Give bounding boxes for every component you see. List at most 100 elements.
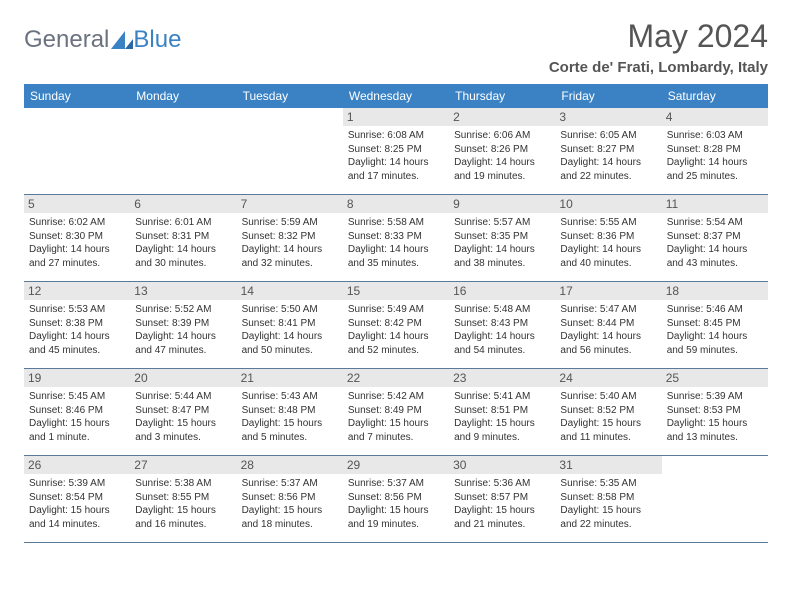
sunset-text: Sunset: 8:27 PM bbox=[560, 143, 656, 157]
day-info: Sunrise: 6:06 AMSunset: 8:26 PMDaylight:… bbox=[454, 129, 550, 183]
week-row: 5Sunrise: 6:02 AMSunset: 8:30 PMDaylight… bbox=[24, 195, 768, 282]
day-cell: 2 Sunrise: 6:06 AMSunset: 8:26 PMDaylight… bbox=[449, 108, 555, 194]
sunrise-text: Sunrise: 5:44 AM bbox=[135, 390, 231, 404]
day-cell: 12 Sunrise: 5:53 AMSunset: 8:38 PMDayligh… bbox=[24, 282, 130, 368]
sunrise-text: Sunrise: 5:41 AM bbox=[454, 390, 550, 404]
sunset-text: Sunset: 8:44 PM bbox=[560, 317, 656, 331]
daylight-text: Daylight: 15 hours and 7 minutes. bbox=[348, 417, 444, 444]
day-cell: 15Sunrise: 5:49 AMSunset: 8:42 PMDayligh… bbox=[343, 282, 449, 368]
day-cell: 7Sunrise: 5:59 AMSunset: 8:32 PMDaylight… bbox=[237, 195, 343, 281]
daylight-text: Daylight: 15 hours and 22 minutes. bbox=[560, 504, 656, 531]
day-number: 6 bbox=[130, 195, 236, 213]
sunset-text: Sunset: 8:38 PM bbox=[29, 317, 125, 331]
day-number: 3 bbox=[555, 108, 661, 126]
day-number: 4 bbox=[662, 108, 768, 126]
sunrise-text: Sunrise: 5:57 AM bbox=[454, 216, 550, 230]
day-info: Sunrise: 5:35 AMSunset: 8:58 PMDaylight:… bbox=[560, 477, 656, 531]
day-info: Sunrise: 6:02 AMSunset: 8:30 PMDaylight:… bbox=[29, 216, 125, 270]
sunset-text: Sunset: 8:52 PM bbox=[560, 404, 656, 418]
sunset-text: Sunset: 8:43 PM bbox=[454, 317, 550, 331]
day-info: Sunrise: 6:08 AMSunset: 8:25 PMDaylight:… bbox=[348, 129, 444, 183]
day-header-sunday: Sunday bbox=[24, 84, 130, 108]
day-info: Sunrise: 5:39 AMSunset: 8:54 PMDaylight:… bbox=[29, 477, 125, 531]
day-number: 2 bbox=[449, 108, 555, 126]
day-number: 12 bbox=[24, 282, 130, 300]
sunset-text: Sunset: 8:36 PM bbox=[560, 230, 656, 244]
sunrise-text: Sunrise: 5:47 AM bbox=[560, 303, 656, 317]
sunset-text: Sunset: 8:42 PM bbox=[348, 317, 444, 331]
sunrise-text: Sunrise: 5:58 AM bbox=[348, 216, 444, 230]
day-cell: 5Sunrise: 6:02 AMSunset: 8:30 PMDaylight… bbox=[24, 195, 130, 281]
daylight-text: Daylight: 14 hours and 45 minutes. bbox=[29, 330, 125, 357]
sunrise-text: Sunrise: 5:37 AM bbox=[348, 477, 444, 491]
sunrise-text: Sunrise: 6:06 AM bbox=[454, 129, 550, 143]
sunrise-text: Sunrise: 5:37 AM bbox=[242, 477, 338, 491]
sunrise-text: Sunrise: 5:53 AM bbox=[29, 303, 125, 317]
day-number: 29 bbox=[343, 456, 449, 474]
day-cell: 14Sunrise: 5:50 AMSunset: 8:41 PMDayligh… bbox=[237, 282, 343, 368]
day-number: 8 bbox=[343, 195, 449, 213]
sunrise-text: Sunrise: 6:01 AM bbox=[135, 216, 231, 230]
day-number: 30 bbox=[449, 456, 555, 474]
daylight-text: Daylight: 15 hours and 3 minutes. bbox=[135, 417, 231, 444]
day-cell: 25Sunrise: 5:39 AMSunset: 8:53 PMDayligh… bbox=[662, 369, 768, 455]
sunrise-text: Sunrise: 6:02 AM bbox=[29, 216, 125, 230]
logo-text-general: General bbox=[24, 26, 109, 54]
sunrise-text: Sunrise: 5:40 AM bbox=[560, 390, 656, 404]
day-info: Sunrise: 5:40 AMSunset: 8:52 PMDaylight:… bbox=[560, 390, 656, 444]
sunset-text: Sunset: 8:45 PM bbox=[667, 317, 763, 331]
day-cell bbox=[24, 108, 130, 194]
day-info: Sunrise: 5:59 AMSunset: 8:32 PMDaylight:… bbox=[242, 216, 338, 270]
sunrise-text: Sunrise: 5:49 AM bbox=[348, 303, 444, 317]
sunset-text: Sunset: 8:55 PM bbox=[135, 491, 231, 505]
daylight-text: Daylight: 15 hours and 11 minutes. bbox=[560, 417, 656, 444]
day-info: Sunrise: 5:42 AMSunset: 8:49 PMDaylight:… bbox=[348, 390, 444, 444]
day-info: Sunrise: 5:57 AMSunset: 8:35 PMDaylight:… bbox=[454, 216, 550, 270]
daylight-text: Daylight: 15 hours and 9 minutes. bbox=[454, 417, 550, 444]
sunrise-text: Sunrise: 6:03 AM bbox=[667, 129, 763, 143]
daylight-text: Daylight: 14 hours and 30 minutes. bbox=[135, 243, 231, 270]
sunset-text: Sunset: 8:28 PM bbox=[667, 143, 763, 157]
sunrise-text: Sunrise: 5:38 AM bbox=[135, 477, 231, 491]
day-header-friday: Friday bbox=[555, 84, 661, 108]
day-number: 13 bbox=[130, 282, 236, 300]
day-number: 24 bbox=[555, 369, 661, 387]
daylight-text: Daylight: 15 hours and 1 minute. bbox=[29, 417, 125, 444]
sunrise-text: Sunrise: 5:35 AM bbox=[560, 477, 656, 491]
day-cell: 22Sunrise: 5:42 AMSunset: 8:49 PMDayligh… bbox=[343, 369, 449, 455]
week-row: 1Sunrise: 6:08 AMSunset: 8:25 PMDaylight… bbox=[24, 108, 768, 195]
daylight-text: Daylight: 14 hours and 43 minutes. bbox=[667, 243, 763, 270]
sunset-text: Sunset: 8:37 PM bbox=[667, 230, 763, 244]
sunrise-text: Sunrise: 5:42 AM bbox=[348, 390, 444, 404]
daylight-text: Daylight: 14 hours and 47 minutes. bbox=[135, 330, 231, 357]
day-info: Sunrise: 5:37 AMSunset: 8:56 PMDaylight:… bbox=[348, 477, 444, 531]
daylight-text: Daylight: 15 hours and 5 minutes. bbox=[242, 417, 338, 444]
day-info: Sunrise: 5:44 AMSunset: 8:47 PMDaylight:… bbox=[135, 390, 231, 444]
day-header-monday: Monday bbox=[130, 84, 236, 108]
day-number: 11 bbox=[662, 195, 768, 213]
day-cell: 6 Sunrise: 6:01 AMSunset: 8:31 PMDaylight… bbox=[130, 195, 236, 281]
sunrise-text: Sunrise: 5:36 AM bbox=[454, 477, 550, 491]
day-header-thursday: Thursday bbox=[449, 84, 555, 108]
calendar-page: General Blue May 2024 Corte de' Frati, L… bbox=[0, 0, 792, 561]
daylight-text: Daylight: 14 hours and 19 minutes. bbox=[454, 156, 550, 183]
day-info: Sunrise: 5:48 AMSunset: 8:43 PMDaylight:… bbox=[454, 303, 550, 357]
sunrise-text: Sunrise: 5:54 AM bbox=[667, 216, 763, 230]
day-number: 23 bbox=[449, 369, 555, 387]
day-info: Sunrise: 6:05 AMSunset: 8:27 PMDaylight:… bbox=[560, 129, 656, 183]
sunrise-text: Sunrise: 5:39 AM bbox=[29, 477, 125, 491]
location: Corte de' Frati, Lombardy, Italy bbox=[549, 59, 768, 76]
day-cell: 30Sunrise: 5:36 AMSunset: 8:57 PMDayligh… bbox=[449, 456, 555, 542]
sunrise-text: Sunrise: 5:50 AM bbox=[242, 303, 338, 317]
day-info: Sunrise: 5:58 AMSunset: 8:33 PMDaylight:… bbox=[348, 216, 444, 270]
day-cell: 18Sunrise: 5:46 AMSunset: 8:45 PMDayligh… bbox=[662, 282, 768, 368]
month-title: May 2024 bbox=[549, 18, 768, 55]
sunset-text: Sunset: 8:31 PM bbox=[135, 230, 231, 244]
day-cell: 16Sunrise: 5:48 AMSunset: 8:43 PMDayligh… bbox=[449, 282, 555, 368]
sunrise-text: Sunrise: 5:46 AM bbox=[667, 303, 763, 317]
day-number: 9 bbox=[449, 195, 555, 213]
sunrise-text: Sunrise: 5:39 AM bbox=[667, 390, 763, 404]
triangle-icon bbox=[111, 31, 133, 49]
sunset-text: Sunset: 8:26 PM bbox=[454, 143, 550, 157]
day-cell: 29 Sunrise: 5:37 AMSunset: 8:56 PMDayligh… bbox=[343, 456, 449, 542]
